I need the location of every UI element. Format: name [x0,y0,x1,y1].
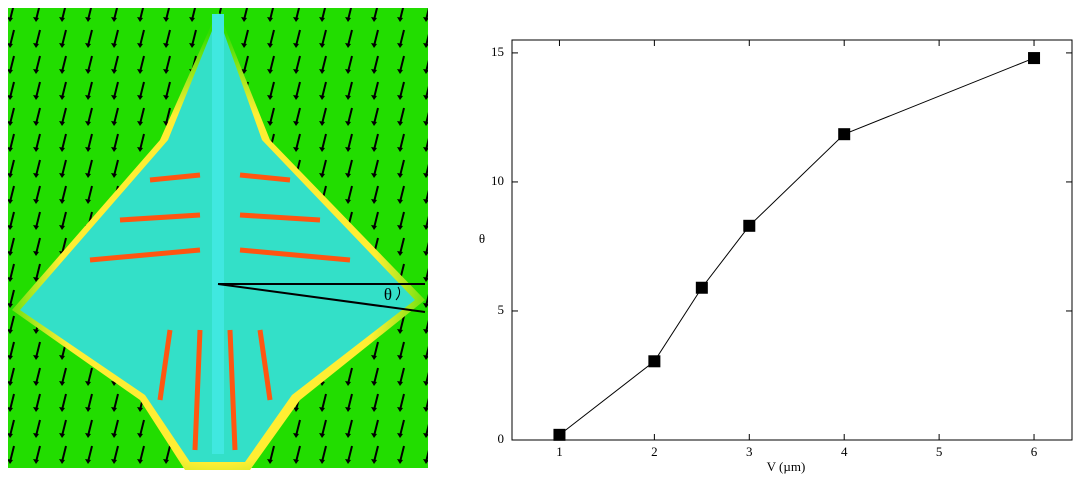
y-tick-label: 5 [498,302,505,317]
data-point [696,282,708,294]
data-point [743,220,755,232]
y-axis-label: θ [479,231,485,246]
angle-label: θ [384,285,392,304]
x-tick-label: 3 [746,444,753,459]
data-point [838,128,850,140]
x-tick-label: 2 [651,444,658,459]
x-tick-label: 5 [936,444,943,459]
y-tick-label: 15 [491,44,504,59]
main-stem [212,14,224,454]
y-tick-label: 10 [491,173,504,188]
data-point [648,355,660,367]
data-line [559,58,1034,435]
x-tick-label: 4 [841,444,848,459]
x-tick-label: 6 [1031,444,1038,459]
chart: V (µm) θ 1 2 3 4 5 6 0 5 10 15 [479,40,1072,474]
x-tick-label: 1 [556,444,563,459]
y-tick-label: 0 [498,431,505,446]
figure: θ V (µm) θ 1 2 3 4 5 6 0 5 10 15 [0,0,1073,477]
data-point [553,429,565,441]
data-point [1028,52,1040,64]
x-axis-label: V (µm) [767,459,806,474]
plot-frame [512,40,1072,440]
simulation-image: θ [8,8,428,470]
